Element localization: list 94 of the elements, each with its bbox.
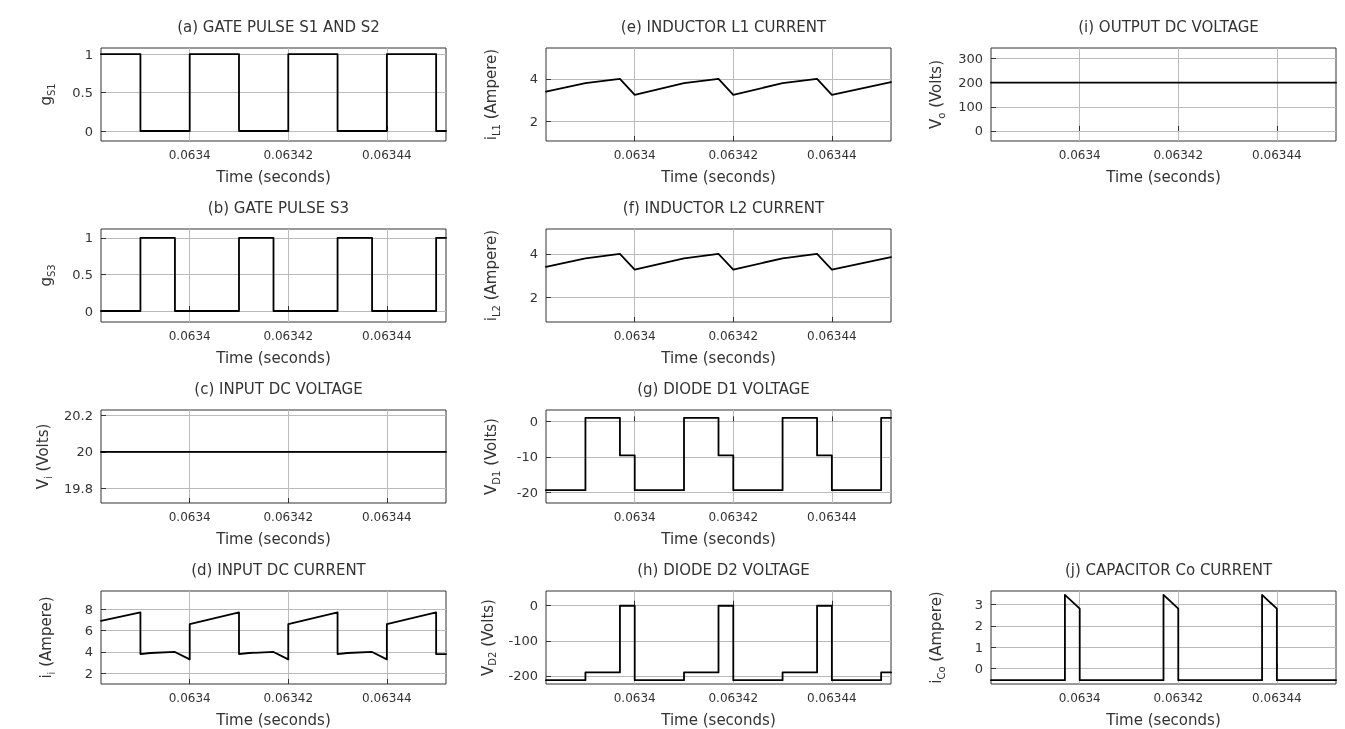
- x-tick-label: 0.0634: [613, 691, 656, 705]
- y-axis-title: VD1 (Volts): [482, 418, 502, 495]
- x-tick-label: 0.0634: [168, 691, 211, 705]
- x-tick-label: 0.06342: [263, 510, 314, 524]
- x-axis-title: Time (seconds): [660, 529, 776, 548]
- x-tick-label: 0.06342: [263, 329, 314, 343]
- x-tick-label: 0.06342: [263, 148, 314, 162]
- y-tick-label: 0.5: [72, 85, 93, 101]
- y-tick-label: 200: [958, 75, 983, 91]
- x-tick-label: 0.06342: [1153, 691, 1204, 705]
- y-tick-label: 4: [84, 644, 93, 660]
- chart-title: (c) INPUT DC VOLTAGE: [194, 379, 363, 398]
- x-tick-label: 0.06342: [263, 691, 314, 705]
- y-tick-label: 8: [84, 601, 93, 617]
- x-tick-label: 0.06342: [708, 329, 759, 343]
- x-axis-title: Time (seconds): [215, 348, 331, 367]
- y-tick-label: 0.5: [72, 266, 93, 282]
- x-tick-label: 0.06342: [708, 691, 759, 705]
- x-axis-title: Time (seconds): [215, 167, 331, 186]
- x-axis-title: Time (seconds): [215, 529, 331, 548]
- chart-title: (b) GATE PULSE S3: [207, 198, 350, 217]
- y-tick-label: 300: [958, 51, 983, 67]
- chart-title: (g) DIODE D1 VOLTAGE: [637, 379, 810, 398]
- x-tick-label: 0.0634: [168, 148, 211, 162]
- y-axis-title: iCo (Ampere): [927, 591, 947, 684]
- x-tick-label: 0.0634: [613, 510, 656, 524]
- x-tick-label: 0.06344: [362, 510, 412, 524]
- y-tick-label: 1: [84, 46, 93, 62]
- line-series: [100, 611, 447, 661]
- x-tick-label: 0.06344: [362, 329, 412, 343]
- y-axis-title: ii (Ampere): [37, 596, 57, 679]
- y-tick-label: 0: [974, 123, 983, 139]
- y-tick-label: 20.2: [64, 407, 93, 423]
- x-tick-label: 0.0634: [613, 329, 656, 343]
- x-tick-label: 0.06344: [362, 691, 412, 705]
- chart-title: (f) INDUCTOR L2 CURRENT: [622, 198, 826, 217]
- x-tick-label: 0.06342: [1153, 148, 1204, 162]
- y-tick-label: 0: [529, 598, 538, 614]
- y-tick-label: 19.8: [64, 480, 93, 496]
- y-axis-title: iL2 (Ampere): [482, 229, 502, 322]
- y-tick-label: 4: [529, 246, 538, 262]
- y-tick-label: -200: [508, 668, 538, 684]
- chart-title: (a) GATE PULSE S1 AND S2: [177, 17, 380, 36]
- x-tick-label: 0.06344: [807, 329, 857, 343]
- x-tick-label: 0.06342: [708, 148, 759, 162]
- y-axis-title: Vo (Volts): [927, 60, 947, 129]
- x-axis-title: Time (seconds): [1105, 167, 1221, 186]
- y-axis-title: VD2 (Volts): [478, 599, 499, 676]
- x-axis-title: Time (seconds): [660, 710, 776, 729]
- x-tick-label: 0.0634: [1058, 148, 1101, 162]
- y-tick-label: 0: [529, 413, 538, 429]
- x-tick-label: 0.06342: [708, 510, 759, 524]
- chart-title: (i) OUTPUT DC VOLTAGE: [1078, 17, 1259, 36]
- x-axis-title: Time (seconds): [1105, 710, 1221, 729]
- y-tick-label: 20: [76, 444, 93, 460]
- y-axis-title: iL1 (Ampere): [482, 48, 502, 141]
- x-tick-label: 0.06344: [807, 510, 857, 524]
- x-tick-label: 0.0634: [168, 329, 211, 343]
- y-tick-label: 0: [974, 660, 983, 676]
- y-tick-label: 2: [529, 113, 538, 129]
- x-axis-title: Time (seconds): [660, 167, 776, 186]
- x-axis-title: Time (seconds): [215, 710, 331, 729]
- x-tick-label: 0.0634: [168, 510, 211, 524]
- x-tick-label: 0.06344: [362, 148, 412, 162]
- y-tick-label: 2: [529, 289, 538, 305]
- chart-title: (d) INPUT DC CURRENT: [191, 560, 367, 579]
- line-series: [545, 253, 892, 271]
- x-tick-label: 0.0634: [613, 148, 656, 162]
- y-tick-label: -10: [516, 449, 538, 465]
- chart-title: (j) CAPACITOR Co CURRENT: [1064, 560, 1273, 579]
- x-tick-label: 0.06344: [807, 691, 857, 705]
- y-tick-label: 3: [974, 596, 983, 612]
- y-tick-label: 0: [84, 123, 93, 139]
- chart-title: (h) DIODE D2 VOLTAGE: [637, 560, 810, 579]
- y-tick-label: 1: [84, 230, 93, 246]
- y-tick-label: 2: [974, 618, 983, 634]
- y-tick-label: 1: [974, 639, 983, 655]
- y-tick-label: 6: [84, 623, 93, 639]
- x-axis-title: Time (seconds): [660, 348, 776, 367]
- y-tick-label: 2: [84, 665, 93, 681]
- y-axis-title: Vi (Volts): [34, 423, 54, 490]
- y-tick-label: -20: [516, 484, 538, 500]
- x-tick-label: 0.06344: [1252, 148, 1302, 162]
- x-tick-label: 0.06344: [807, 148, 857, 162]
- y-tick-label: 100: [958, 99, 983, 115]
- y-tick-label: 4: [529, 71, 538, 87]
- x-tick-label: 0.0634: [1058, 691, 1101, 705]
- y-axis-title: gS3: [37, 264, 57, 287]
- chart-title: (e) INDUCTOR L1 CURRENT: [620, 17, 827, 36]
- y-tick-label: 0: [84, 303, 93, 319]
- y-axis-title: gS1: [37, 83, 57, 106]
- y-tick-label: -100: [508, 633, 538, 649]
- line-series: [545, 78, 892, 96]
- x-tick-label: 0.06344: [1252, 691, 1302, 705]
